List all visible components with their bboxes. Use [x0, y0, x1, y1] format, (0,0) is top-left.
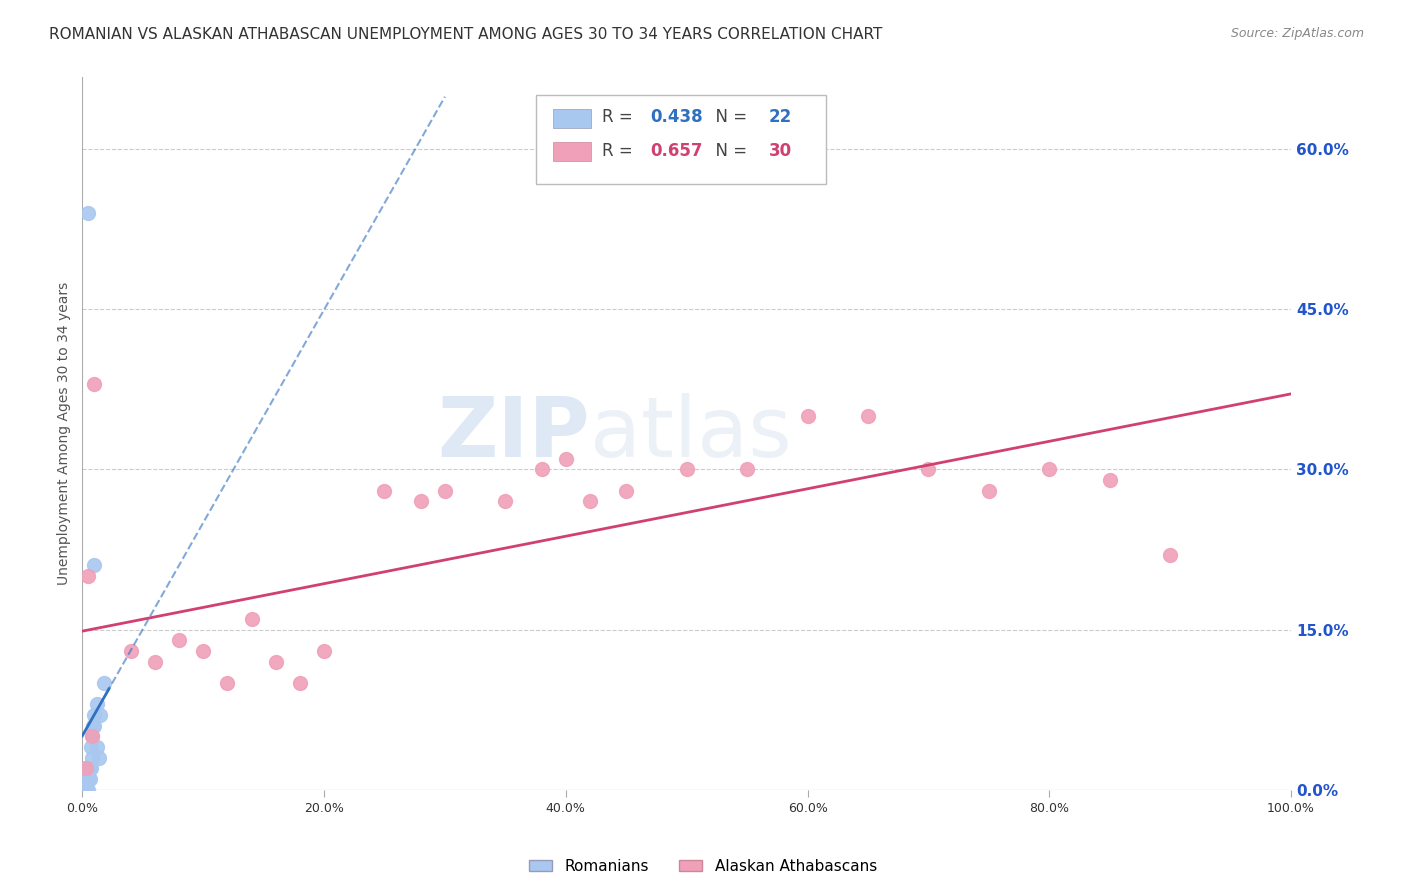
Point [83, 376, 105, 391]
Point [89, 708, 111, 723]
Point [796, 409, 818, 423]
Point [917, 462, 939, 476]
Point [856, 409, 879, 423]
Point [79, 761, 101, 775]
Point [288, 676, 311, 690]
Point [675, 462, 697, 476]
Point [93, 676, 115, 690]
Text: ZIP: ZIP [437, 393, 591, 474]
Point [82, 719, 104, 733]
Point [193, 644, 215, 658]
Point [977, 483, 1000, 498]
Point [530, 462, 553, 476]
Point [614, 483, 637, 498]
Point [76, 772, 98, 786]
Point [75, 761, 97, 775]
Point [80, 761, 103, 775]
Point [80, 750, 103, 764]
FancyBboxPatch shape [553, 142, 591, 161]
Point [409, 494, 432, 508]
Point [1038, 462, 1060, 476]
Text: 30: 30 [769, 142, 792, 160]
Text: N =: N = [704, 142, 752, 160]
Point [75, 761, 97, 775]
Point [312, 644, 335, 658]
Point [77, 782, 100, 797]
Point [579, 494, 602, 508]
Legend: Romanians, Alaskan Athabascans: Romanians, Alaskan Athabascans [523, 853, 883, 880]
Point [80, 730, 103, 744]
Point [1098, 473, 1121, 487]
Point [86, 739, 108, 754]
Point [264, 655, 287, 669]
Point [554, 451, 576, 466]
Text: atlas: atlas [591, 393, 792, 474]
Text: ROMANIAN VS ALASKAN ATHABASCAN UNEMPLOYMENT AMONG AGES 30 TO 34 YEARS CORRELATIO: ROMANIAN VS ALASKAN ATHABASCAN UNEMPLOYM… [49, 27, 883, 42]
Point [83, 719, 105, 733]
Point [373, 483, 395, 498]
Point [143, 655, 166, 669]
Point [77, 772, 100, 786]
Point [80, 739, 103, 754]
Text: R =: R = [602, 142, 638, 160]
Y-axis label: Unemployment Among Ages 30 to 34 years: Unemployment Among Ages 30 to 34 years [58, 282, 72, 585]
Point [80, 730, 103, 744]
Point [433, 483, 456, 498]
Text: Source: ZipAtlas.com: Source: ZipAtlas.com [1230, 27, 1364, 40]
Point [83, 558, 105, 573]
Text: 0.657: 0.657 [651, 142, 703, 160]
Point [75, 782, 97, 797]
Text: 22: 22 [769, 108, 792, 127]
Point [79, 772, 101, 786]
Point [77, 569, 100, 583]
FancyBboxPatch shape [536, 95, 825, 185]
Point [77, 206, 100, 220]
Point [86, 698, 108, 712]
Point [120, 644, 142, 658]
Point [735, 462, 758, 476]
Text: N =: N = [704, 108, 752, 127]
Point [217, 676, 239, 690]
Text: 0.438: 0.438 [651, 108, 703, 127]
Point [167, 633, 190, 648]
Point [1159, 548, 1181, 562]
Point [75, 782, 97, 797]
Point [240, 612, 263, 626]
Point [494, 494, 516, 508]
FancyBboxPatch shape [553, 109, 591, 128]
Point [89, 750, 111, 764]
Text: R =: R = [602, 108, 638, 127]
Point [83, 708, 105, 723]
